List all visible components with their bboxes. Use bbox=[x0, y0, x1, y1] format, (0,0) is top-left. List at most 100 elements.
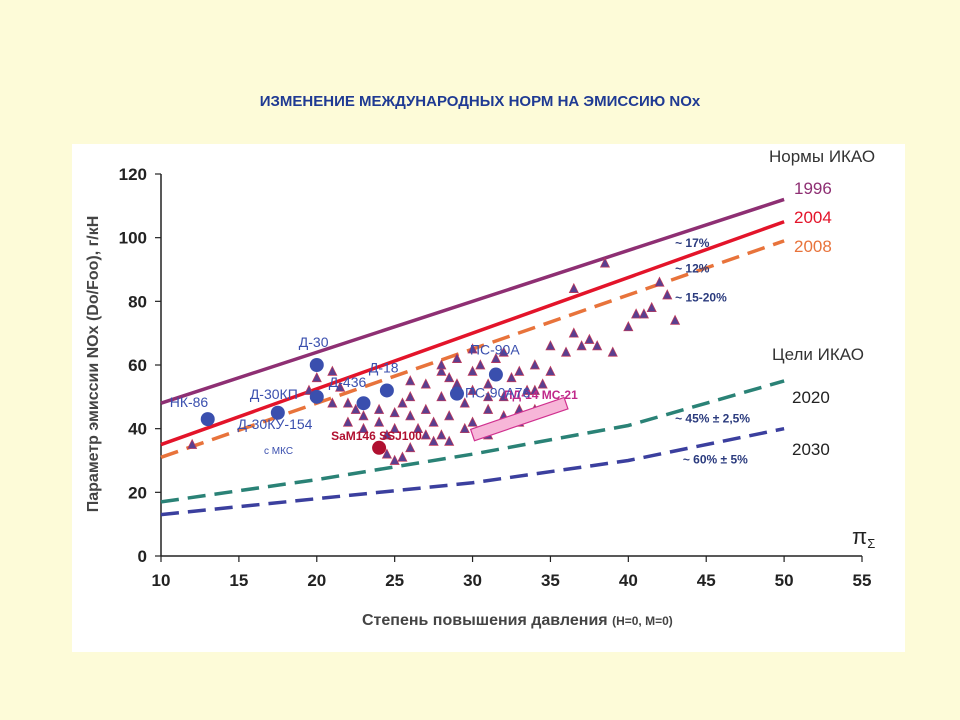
series-line-2030 bbox=[160, 426, 785, 517]
triangle-point-7 bbox=[358, 410, 369, 421]
engine-marker-3 bbox=[309, 389, 324, 404]
y-tick-label-0: 0 bbox=[138, 547, 147, 566]
triangle-point-53 bbox=[592, 340, 603, 351]
annotation-2: ~ 15-20% bbox=[675, 290, 727, 304]
triangle-point-5 bbox=[342, 397, 353, 408]
triangle-point-47 bbox=[545, 365, 556, 376]
engine-label-7: ПС-90А bbox=[470, 342, 520, 358]
triangle-point-43 bbox=[529, 384, 540, 395]
engine-marker-0 bbox=[200, 412, 215, 427]
triangle-point-68 bbox=[444, 435, 455, 446]
triangle-point-0 bbox=[187, 438, 198, 449]
triangle-point-26 bbox=[444, 410, 455, 421]
slide-title: ИЗМЕНЕНИЕ МЕЖДУНАРОДНЫХ НОРМ НА ЭМИССИЮ … bbox=[259, 93, 701, 110]
y-tick-label-5: 100 bbox=[119, 229, 147, 248]
triangle-point-25 bbox=[444, 371, 455, 383]
triangle-point-1 bbox=[303, 384, 315, 395]
triangle-point-63 bbox=[381, 448, 392, 459]
triangle-point-80 bbox=[405, 375, 416, 386]
x-tick-label-5: 35 bbox=[541, 571, 560, 590]
triangle-point-67 bbox=[436, 429, 447, 440]
triangle-point-40 bbox=[514, 365, 525, 376]
triangle-point-22 bbox=[436, 391, 447, 402]
triangle-point-29 bbox=[459, 397, 470, 408]
engine-label-4: Д-30КУ-154 bbox=[238, 416, 313, 432]
x-tick-label-4: 30 bbox=[463, 571, 482, 590]
triangle-point-39 bbox=[506, 371, 517, 383]
triangle-point-54 bbox=[599, 257, 611, 268]
legend: 1996 2004 2008 2020 2030 bbox=[792, 179, 832, 459]
triangle-point-30 bbox=[459, 422, 470, 434]
triangle-point-34 bbox=[483, 403, 494, 414]
triangle-point-60 bbox=[654, 276, 665, 287]
triangle-point-27 bbox=[451, 352, 463, 363]
triangle-point-31 bbox=[467, 343, 478, 354]
x-tick-label-0: 10 bbox=[152, 571, 171, 590]
triangle-point-69 bbox=[467, 416, 478, 427]
legend-2008: 2008 bbox=[794, 237, 832, 256]
engine-label-0: НК-86 bbox=[170, 394, 209, 410]
engine-marker-1 bbox=[270, 405, 285, 420]
triangle-point-58 bbox=[638, 308, 649, 319]
x-axis-title: Степень повышения давления bbox=[362, 612, 608, 629]
engine-marker-4 bbox=[356, 396, 371, 411]
annotation-3: ~ 45% ± 2,5% bbox=[675, 411, 750, 425]
annotation-1: ~ 12% bbox=[675, 262, 710, 276]
engine-label-2: Д-30 bbox=[299, 334, 329, 350]
engine-markers: НК-86 Д-30КП Д-30 Д-436 Д-30КУ-154 Д-18 ПС-90А… bbox=[170, 334, 531, 455]
pd14-range bbox=[469, 396, 569, 442]
triangle-point-37 bbox=[498, 346, 509, 357]
pd14-band: ПД-14 МС-21 bbox=[469, 388, 578, 442]
triangle-point-64 bbox=[389, 454, 400, 465]
legend-2030: 2030 bbox=[792, 440, 830, 459]
triangle-point-10 bbox=[374, 416, 385, 427]
legend-1996: 1996 bbox=[794, 179, 832, 198]
triangle-point-46 bbox=[545, 340, 556, 351]
triangle-point-17 bbox=[412, 422, 424, 434]
x-tick-label-3: 25 bbox=[385, 571, 404, 590]
triangle-point-55 bbox=[607, 346, 618, 357]
triangle-point-4 bbox=[335, 381, 346, 392]
triangle-point-3 bbox=[327, 365, 338, 376]
engine-label-1: Д-30КП bbox=[250, 386, 298, 402]
triangle-point-57 bbox=[631, 308, 642, 319]
annotation-0: ~ 17% bbox=[675, 236, 710, 250]
engine-label-6: ПС-90А76 bbox=[465, 385, 531, 401]
triangle-point-81 bbox=[420, 429, 431, 440]
triangle-point-19 bbox=[420, 403, 431, 414]
triangle-point-77 bbox=[568, 282, 579, 293]
triangle-point-12 bbox=[389, 406, 400, 418]
triangle-point-75 bbox=[467, 384, 478, 395]
engine-marker-2 bbox=[309, 358, 324, 372]
triangle-point-14 bbox=[397, 397, 408, 408]
y-tick-label-4: 80 bbox=[128, 292, 147, 311]
triangle-point-66 bbox=[405, 441, 416, 453]
triangle-point-38 bbox=[498, 391, 509, 402]
annotation-4: ~ 60% ± 5% bbox=[683, 453, 748, 467]
triangle-point-49 bbox=[560, 346, 572, 357]
triangle-point-6 bbox=[350, 403, 361, 414]
triangle-point-52 bbox=[584, 333, 595, 344]
series-line-2004 bbox=[160, 220, 785, 447]
triangle-point-11 bbox=[381, 429, 392, 440]
y-axis-label: Параметр эмиссии NOx (Do/Foo), г/кН bbox=[85, 216, 102, 513]
goals-header: Цели ИКАО bbox=[772, 345, 864, 364]
triangle-point-36 bbox=[490, 352, 501, 363]
y-tick-label-1: 20 bbox=[128, 483, 147, 502]
y-tick-label-6: 120 bbox=[119, 165, 147, 184]
x-tick-label-7: 45 bbox=[697, 571, 716, 590]
standards-header: Нормы ИКАО bbox=[769, 147, 875, 166]
engine-marker-6 bbox=[449, 386, 464, 401]
triangle-point-20 bbox=[428, 416, 439, 427]
engine-note: с МКС bbox=[264, 446, 293, 457]
triangle-point-13 bbox=[389, 422, 400, 434]
triangle-point-61 bbox=[662, 289, 673, 300]
series-line-1996 bbox=[160, 197, 785, 405]
pi-subscript: Σ bbox=[867, 536, 875, 551]
chart-labels: Параметр эмиссии NOx (Do/Foo), г/кН Степ… bbox=[85, 147, 875, 629]
triangle-point-56 bbox=[623, 321, 634, 332]
triangle-point-32 bbox=[467, 365, 478, 376]
triangle-point-51 bbox=[576, 340, 587, 351]
x-axis-label: Степень повышения давления (Н=0, М=0) bbox=[362, 612, 673, 629]
x-tick-label-6: 40 bbox=[619, 571, 638, 590]
